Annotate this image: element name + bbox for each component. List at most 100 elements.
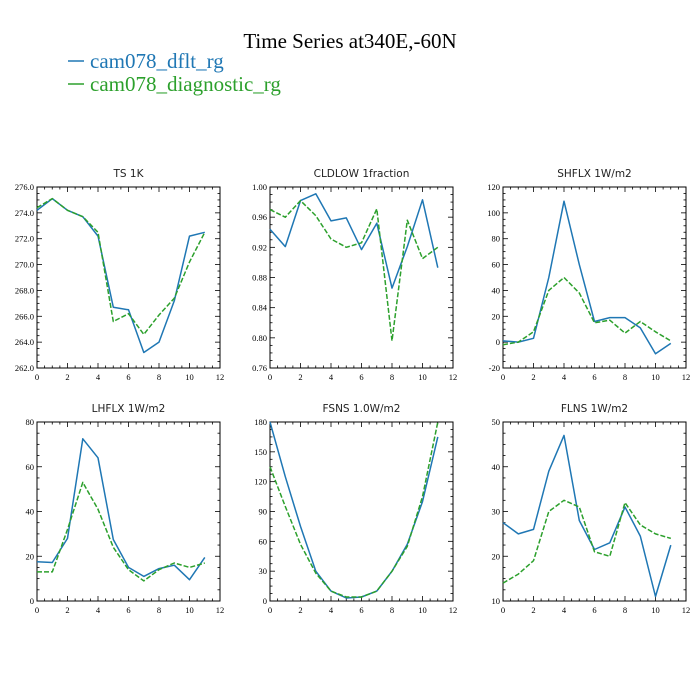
- legend-label-diagnostic: cam078_diagnostic_rg: [90, 72, 281, 96]
- y-tick-label: 20: [492, 311, 501, 321]
- series-line-diagnostic: [37, 481, 206, 582]
- panel-title: TS 1K: [113, 168, 145, 180]
- x-tick-label: 4: [329, 372, 334, 382]
- y-tick-label: 20: [26, 551, 35, 561]
- x-tick-label: 8: [623, 605, 627, 615]
- x-tick-label: 4: [96, 372, 101, 382]
- panel-6: FLNS 1W/m2 0 2 4 6 8 10 12 10 20 30 40 50: [492, 403, 691, 615]
- y-tick-label: 0.88: [252, 273, 267, 283]
- y-tick-label: 30: [259, 566, 268, 576]
- panel-1: TS 1K 0 2 4 6 8 10 12 262.0 264.0 266.0 268.0 270.0 2…: [15, 168, 224, 382]
- series-line-dflt: [269, 421, 439, 599]
- y-tick-label: 266.0: [15, 311, 34, 321]
- x-tick-label: 8: [157, 605, 161, 615]
- x-tick-label: 4: [329, 605, 334, 615]
- series-line-dflt: [36, 197, 205, 354]
- x-tick-label: 2: [531, 372, 535, 382]
- plot-frame: [502, 186, 687, 369]
- figure-title: Time Series at340E,-60N: [243, 29, 456, 53]
- series-line-dflt: [269, 193, 439, 289]
- x-tick-label: 10: [418, 605, 427, 615]
- y-tick-label: 272.0: [15, 234, 34, 244]
- plot-frame: [269, 421, 454, 602]
- y-tick-label: 40: [492, 285, 501, 295]
- y-tick-label: 100: [487, 208, 500, 218]
- x-tick-label: 10: [418, 372, 427, 382]
- y-tick-label: 0.80: [252, 333, 267, 343]
- plot-frame: [502, 421, 687, 602]
- series-line-diagnostic: [36, 197, 206, 336]
- y-tick-label: 20: [492, 551, 501, 561]
- y-tick-label: 264.0: [15, 337, 34, 347]
- x-tick-label: 10: [651, 372, 660, 382]
- y-tick-label: 274.0: [15, 208, 34, 218]
- y-tick-label: 268.0: [15, 285, 34, 295]
- x-tick-label: 12: [682, 372, 691, 382]
- x-tick-label: 2: [65, 605, 69, 615]
- x-tick-label: 0: [268, 372, 272, 382]
- panel-2: CLDLOW 1fraction 0 2 4 6 8 10 12 0.76 0.80 0.84 0.8…: [252, 168, 457, 382]
- panel-title: FLNS 1W/m2: [561, 403, 628, 415]
- y-tick-label: 40: [26, 507, 35, 517]
- series-line-dflt: [502, 200, 672, 355]
- series-line-diagnostic: [502, 499, 672, 584]
- x-tick-label: 12: [216, 605, 225, 615]
- x-tick-label: 4: [562, 605, 567, 615]
- x-tick-label: 8: [623, 372, 627, 382]
- y-tick-label: -20: [489, 363, 500, 373]
- x-tick-label: 2: [531, 605, 535, 615]
- y-tick-label: 150: [254, 447, 267, 457]
- y-tick-label: 270.0: [15, 260, 34, 270]
- x-tick-label: 6: [359, 372, 363, 382]
- series-line-dflt: [502, 434, 672, 598]
- x-tick-label: 2: [65, 372, 69, 382]
- x-tick-label: 0: [501, 372, 505, 382]
- x-tick-label: 0: [268, 605, 272, 615]
- y-tick-label: 0.84: [252, 303, 268, 313]
- y-tick-label: 180: [254, 417, 267, 427]
- y-tick-label: 60: [26, 462, 35, 472]
- x-tick-label: 4: [96, 605, 101, 615]
- y-tick-label: 1.00: [252, 182, 267, 192]
- y-tick-label: 0.76: [252, 363, 267, 373]
- y-tick-label: 50: [492, 417, 501, 427]
- y-tick-label: 276.0: [15, 182, 34, 192]
- y-tick-label: 60: [492, 260, 501, 270]
- series-line-diagnostic: [269, 421, 439, 598]
- x-tick-label: 0: [35, 605, 39, 615]
- x-tick-label: 8: [390, 372, 394, 382]
- y-tick-label: 10: [492, 596, 501, 606]
- x-tick-label: 6: [126, 605, 130, 615]
- y-tick-label: 0: [30, 596, 34, 606]
- y-tick-label: 0.96: [252, 212, 267, 222]
- x-tick-label: 6: [592, 372, 596, 382]
- x-tick-label: 2: [298, 605, 302, 615]
- x-tick-label: 12: [449, 372, 458, 382]
- x-tick-label: 10: [651, 605, 660, 615]
- x-tick-label: 10: [185, 605, 194, 615]
- series-line-dflt: [36, 438, 206, 581]
- panel-title: SHFLX 1W/m2: [557, 168, 632, 180]
- x-tick-label: 4: [562, 372, 567, 382]
- x-tick-label: 12: [216, 372, 225, 382]
- y-tick-label: 80: [26, 417, 35, 427]
- y-tick-label: 80: [492, 234, 501, 244]
- y-tick-label: 0: [496, 337, 500, 347]
- x-tick-label: 2: [298, 372, 302, 382]
- panel-4: LHFLX 1W/m2 0 2 4 6 8 10 12 0 20 40 60 80: [26, 403, 225, 615]
- y-tick-label: 60: [259, 536, 268, 546]
- x-tick-label: 0: [35, 372, 39, 382]
- series-line-diagnostic: [502, 276, 672, 346]
- legend: cam078_dflt_rg cam078_diagnostic_rg: [68, 49, 281, 96]
- panel-title: FSNS 1.0W/m2: [323, 403, 401, 415]
- x-tick-label: 6: [592, 605, 596, 615]
- y-tick-label: 30: [492, 507, 501, 517]
- x-tick-label: 12: [682, 605, 691, 615]
- legend-label-dflt: cam078_dflt_rg: [90, 49, 224, 73]
- x-tick-label: 10: [185, 372, 194, 382]
- y-tick-label: 120: [487, 182, 500, 192]
- x-tick-label: 6: [359, 605, 363, 615]
